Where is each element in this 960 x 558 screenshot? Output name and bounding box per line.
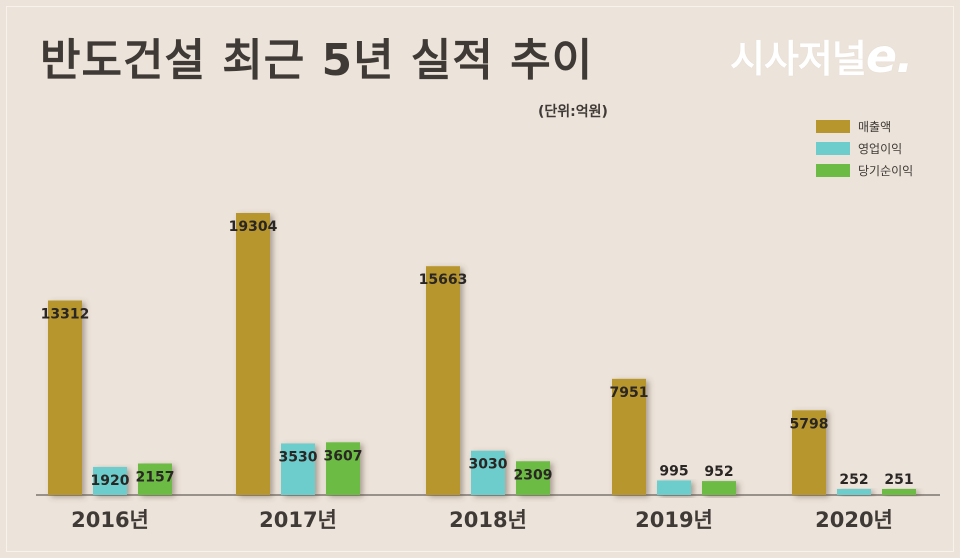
data-label-operating-profit-4: 252: [839, 472, 868, 488]
bar-operating-profit-4: [837, 489, 871, 495]
x-tick-label-0: 2016년: [71, 508, 149, 532]
bar-net-income-1: [326, 442, 360, 495]
x-tick-label-4: 2020년: [815, 508, 893, 532]
x-tick-label-3: 2019년: [635, 508, 713, 532]
data-label-revenue-4: 5798: [790, 416, 829, 432]
logo-text: 시사저널: [730, 37, 867, 81]
data-label-operating-profit-2: 3030: [469, 457, 508, 473]
legend-item-operating-profit: 영업이익: [816, 138, 913, 158]
bar-operating-profit-3: [657, 480, 691, 495]
publisher-logo: 시사저널e.: [730, 28, 914, 83]
bar-revenue-1: [236, 213, 270, 495]
x-tick-label-1: 2017년: [259, 508, 337, 532]
data-label-revenue-3: 7951: [610, 385, 649, 401]
bar-net-income-4: [882, 489, 916, 495]
data-label-operating-profit-0: 1920: [91, 473, 130, 489]
legend-item-net-income: 당기순이익: [816, 160, 913, 180]
legend-label-net-income: 당기순이익: [858, 163, 914, 178]
bar-net-income-2: [516, 461, 550, 495]
data-label-revenue-0: 13312: [41, 307, 90, 323]
legend-swatch-revenue: [816, 119, 850, 133]
logo-accent: e.: [865, 29, 914, 83]
x-tick-label-2: 2018년: [449, 508, 527, 532]
data-label-revenue-1: 19304: [229, 219, 278, 235]
data-label-revenue-2: 15663: [419, 272, 468, 288]
data-label-operating-profit-1: 3530: [279, 449, 318, 465]
legend-swatch-net-income: [816, 163, 850, 177]
data-label-net-income-2: 2309: [514, 467, 553, 483]
legend-label-revenue: 매출액: [858, 119, 892, 134]
bar-operating-profit-0: [93, 466, 127, 495]
page-title: 반도건설 최근 5년 실적 추이: [40, 35, 594, 86]
bar-operating-profit-1: [281, 443, 315, 495]
bar-net-income-0: [138, 463, 172, 495]
chart-legend: 매출액 영업이익 당기순이익: [816, 116, 913, 182]
legend-item-revenue: 매출액: [816, 116, 913, 136]
bar-revenue-2: [426, 266, 460, 495]
bar-revenue-3: [612, 378, 646, 495]
bar-net-income-3: [702, 481, 736, 495]
data-label-net-income-0: 2157: [136, 469, 175, 485]
legend-label-operating-profit: 영업이익: [858, 141, 903, 156]
bar-revenue-4: [792, 410, 826, 495]
bar-revenue-0: [48, 300, 82, 495]
unit-label: (단위:억원): [538, 104, 608, 120]
bar-operating-profit-2: [471, 450, 505, 495]
data-label-net-income-4: 251: [884, 472, 913, 488]
legend-swatch-operating-profit: [816, 141, 850, 155]
data-label-net-income-3: 952: [704, 464, 733, 480]
data-label-net-income-1: 3607: [324, 448, 363, 464]
data-label-operating-profit-3: 995: [659, 463, 688, 479]
